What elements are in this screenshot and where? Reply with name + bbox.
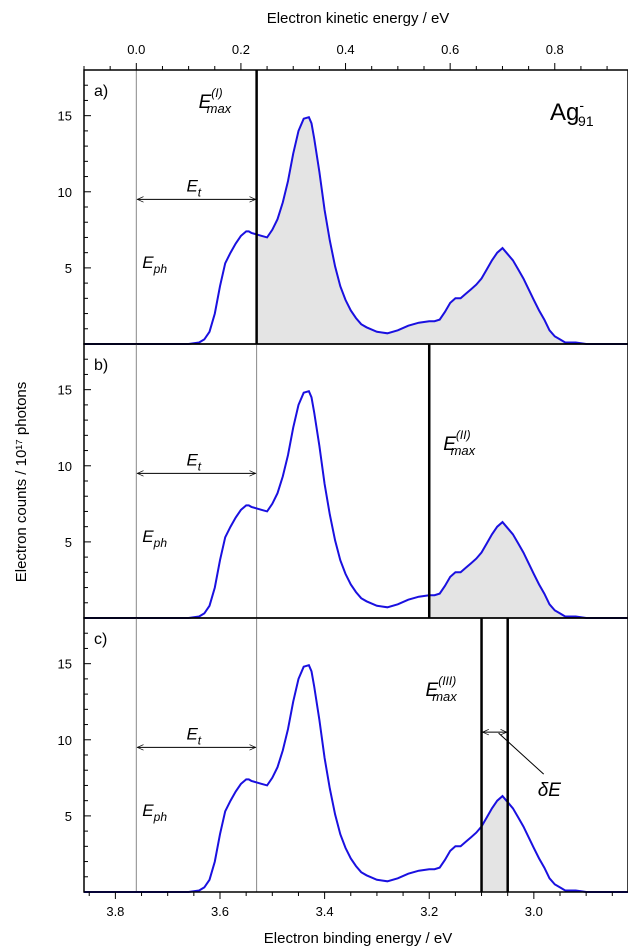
threshold-label: Et: [186, 176, 201, 199]
y-tick-label: 5: [65, 535, 72, 550]
panel-1: Et Eph a) E(I) max Ag-91 5 10 15: [58, 69, 628, 345]
x-tick-label: 3.0: [525, 904, 543, 919]
spectrum-curve: [84, 663, 628, 893]
photon-energy-label: Eph: [142, 527, 167, 550]
panel-frame: [83, 69, 628, 345]
spectrum-curve: [84, 115, 628, 345]
threshold-label: Et: [186, 724, 201, 747]
x-tick-label: 3.2: [420, 904, 438, 919]
y-tick-label: 10: [58, 185, 72, 200]
photon-energy-label: Eph: [142, 801, 167, 824]
y-tick-label: 5: [65, 261, 72, 276]
y-tick-label: 15: [58, 657, 72, 672]
x-tick-label: 3.8: [106, 904, 124, 919]
y-tick-label: 15: [58, 109, 72, 124]
emax-label: E(II) max: [443, 428, 475, 458]
top-axis-title: Electron kinetic energy / eV: [267, 10, 450, 27]
shaded-region: [481, 796, 508, 892]
panels-group: Et Eph a) E(I) max Ag-91 5 10 15 Et Eph b) E(II) max 5…: [58, 69, 628, 893]
spectrum-curve: [84, 389, 628, 619]
x2-tick-label: 0.4: [336, 42, 354, 57]
x2-tick-label: 0.2: [232, 42, 250, 57]
y-tick-label: 10: [58, 733, 72, 748]
y-tick-label: 15: [58, 383, 72, 398]
panel-label: a): [94, 83, 108, 100]
y-tick-label: 5: [65, 809, 72, 824]
delta-leader: [498, 732, 545, 775]
shaded-region: [429, 522, 628, 618]
x-tick-label: 3.4: [316, 904, 334, 919]
shaded-region: [256, 117, 628, 344]
panel-frame: [83, 617, 628, 893]
axes-group: 3.8 3.6 3.4 3.2 3.0 0.0 0.2 0.4 0.6 0.8: [83, 42, 613, 919]
panel-3: Et Eph c) E(III) max δE 5 10 15: [58, 617, 628, 893]
emax-label: E(III) max: [426, 674, 458, 704]
threshold-label: Et: [186, 450, 201, 473]
emax-label: E(I) max: [199, 86, 232, 116]
panel-label: b): [94, 357, 108, 374]
photon-energy-label: Eph: [142, 253, 167, 276]
x2-tick-label: 0.6: [441, 42, 459, 57]
panel-label: c): [94, 631, 107, 648]
y-tick-label: 10: [58, 459, 72, 474]
x-tick-label: 3.6: [211, 904, 229, 919]
x2-tick-label: 0.8: [546, 42, 564, 57]
x-axis-title: Electron binding energy / eV: [264, 930, 452, 947]
panel-2: Et Eph b) E(II) max 5 10 15: [58, 343, 628, 619]
delta-label: δE: [538, 780, 562, 801]
species-label: Ag-91: [550, 97, 594, 129]
x2-tick-label: 0.0: [127, 42, 145, 57]
panel-frame: [83, 343, 628, 619]
y-axis-title: Electron counts / 10¹⁷ photons: [13, 382, 30, 583]
